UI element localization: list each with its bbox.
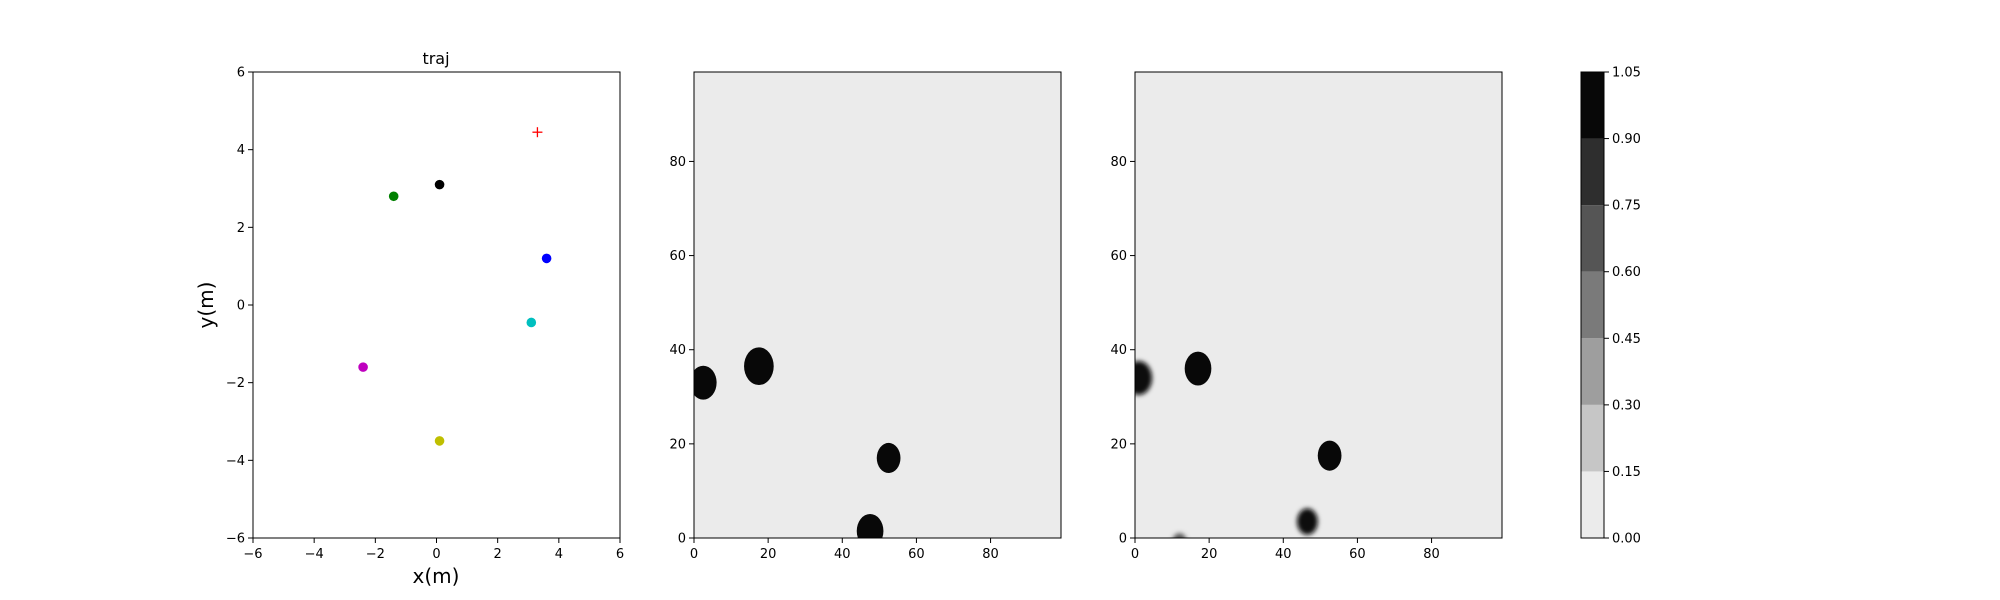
y-tick-label: 2 bbox=[237, 221, 245, 236]
heatmap-1-background bbox=[694, 72, 1061, 538]
colorbar-band bbox=[1581, 72, 1604, 139]
obstacle-blob bbox=[694, 365, 717, 400]
obstacle-blob bbox=[744, 347, 774, 386]
goal-marker bbox=[532, 127, 543, 138]
x-tick-label: 6 bbox=[616, 547, 624, 562]
obstacle-blob bbox=[1184, 351, 1212, 386]
heatmap-2-axes-frame bbox=[1134, 71, 1503, 539]
obstacle-blob bbox=[1173, 533, 1186, 538]
obstacle-blob bbox=[1296, 508, 1318, 535]
heatmap-panel-2: 0 20 40 60 80 0 20 40 60 80 bbox=[1110, 71, 1503, 562]
heatmap-1-x-ticks: 0 20 40 60 80 bbox=[690, 538, 999, 562]
colorbar: 0.00 0.15 0.30 0.45 0.60 0.75 0.90 1.05 bbox=[1580, 66, 1641, 547]
y-tick-label: −4 bbox=[226, 454, 245, 469]
heatmap-2-background bbox=[1135, 72, 1502, 538]
x-tick-label: 2 bbox=[494, 547, 502, 562]
colorbar-band bbox=[1581, 205, 1604, 272]
x-tick-label: 4 bbox=[555, 547, 563, 562]
colorbar-tick-label: 0.90 bbox=[1612, 132, 1641, 147]
agent-point bbox=[526, 317, 537, 328]
agent-point bbox=[434, 179, 445, 190]
x-tick-label: 20 bbox=[760, 547, 777, 562]
x-tick-label: 0 bbox=[432, 547, 440, 562]
scatter-title: traj bbox=[422, 49, 449, 68]
colorbar-band bbox=[1581, 471, 1604, 538]
y-tick-label: 40 bbox=[1110, 343, 1127, 358]
heatmap-panel-1: 0 20 40 60 80 0 20 40 60 80 bbox=[669, 71, 1062, 562]
y-tick-label: 0 bbox=[237, 299, 245, 314]
scatter-points bbox=[358, 127, 552, 446]
x-tick-label: 0 bbox=[1131, 547, 1139, 562]
y-tick-label: −2 bbox=[226, 376, 245, 391]
agent-point bbox=[541, 253, 552, 264]
agent-point bbox=[358, 362, 368, 372]
x-tick-label: −2 bbox=[366, 547, 385, 562]
colorbar-band bbox=[1581, 138, 1604, 206]
scatter-x-axis-label: x(m) bbox=[413, 564, 460, 588]
y-tick-label: 6 bbox=[237, 66, 245, 81]
obstacle-blob bbox=[1317, 440, 1342, 471]
colorbar-tick-label: 0.60 bbox=[1612, 265, 1641, 280]
x-tick-label: 20 bbox=[1201, 547, 1218, 562]
heatmap-2-x-ticks: 0 20 40 60 80 bbox=[1131, 538, 1440, 562]
colorbar-tick-label: 0.30 bbox=[1612, 398, 1641, 413]
agent-point bbox=[434, 436, 445, 446]
x-tick-label: 40 bbox=[834, 547, 851, 562]
colorbar-frame bbox=[1580, 71, 1605, 539]
colorbar-tick-label: 0.75 bbox=[1612, 199, 1641, 214]
obstacle-blob bbox=[856, 513, 884, 538]
x-tick-label: 0 bbox=[690, 547, 698, 562]
colorbar-tick-label: 0.45 bbox=[1612, 332, 1641, 347]
colorbar-tick-label: 0.15 bbox=[1612, 465, 1641, 480]
y-tick-label: −6 bbox=[226, 532, 245, 547]
x-tick-label: −4 bbox=[305, 547, 324, 562]
x-tick-label: 60 bbox=[1349, 547, 1366, 562]
y-tick-label: 80 bbox=[1110, 155, 1127, 170]
x-tick-label: −6 bbox=[243, 547, 262, 562]
heatmap-1-y-ticks: 0 20 40 60 80 bbox=[669, 155, 694, 547]
x-tick-label: 80 bbox=[982, 547, 999, 562]
obstacle-blob bbox=[876, 442, 901, 474]
y-tick-label: 40 bbox=[669, 343, 686, 358]
y-tick-label: 60 bbox=[669, 249, 686, 264]
y-tick-label: 0 bbox=[678, 532, 686, 547]
agent-point bbox=[388, 191, 399, 202]
heatmap-2-blobs bbox=[1135, 351, 1342, 538]
trajectory-scatter-panel: traj −6 −4 −2 0 2 4 6 −6 −4 −2 0 2 4 6 x(m) y(m) bbox=[194, 49, 624, 588]
colorbar-tick-label: 1.05 bbox=[1612, 66, 1641, 81]
heatmap-1-blobs bbox=[694, 347, 901, 538]
scatter-axes-frame bbox=[252, 71, 621, 539]
x-tick-label: 60 bbox=[908, 547, 925, 562]
colorbar-band bbox=[1581, 338, 1604, 405]
colorbar-band bbox=[1581, 404, 1604, 472]
y-tick-label: 20 bbox=[669, 437, 686, 452]
scatter-y-axis-label: y(m) bbox=[194, 282, 218, 329]
y-tick-label: 80 bbox=[669, 155, 686, 170]
colorbar-tick-label: 0.00 bbox=[1612, 532, 1641, 547]
x-tick-label: 40 bbox=[1275, 547, 1292, 562]
colorbar-ticks: 0.00 0.15 0.30 0.45 0.60 0.75 0.90 1.05 bbox=[1604, 66, 1641, 547]
y-tick-label: 0 bbox=[1119, 532, 1127, 547]
scatter-x-ticks: −6 −4 −2 0 2 4 6 bbox=[243, 538, 624, 562]
y-tick-label: 4 bbox=[237, 143, 245, 158]
y-tick-label: 20 bbox=[1110, 437, 1127, 452]
obstacle-blob bbox=[1135, 361, 1153, 395]
heatmap-2-y-ticks: 0 20 40 60 80 bbox=[1110, 155, 1135, 547]
x-tick-label: 80 bbox=[1423, 547, 1440, 562]
scatter-y-ticks: −6 −4 −2 0 2 4 6 bbox=[226, 66, 253, 547]
y-tick-label: 60 bbox=[1110, 249, 1127, 264]
heatmap-1-axes-frame bbox=[693, 71, 1062, 539]
colorbar-bands bbox=[1581, 72, 1604, 538]
colorbar-band bbox=[1581, 271, 1604, 339]
